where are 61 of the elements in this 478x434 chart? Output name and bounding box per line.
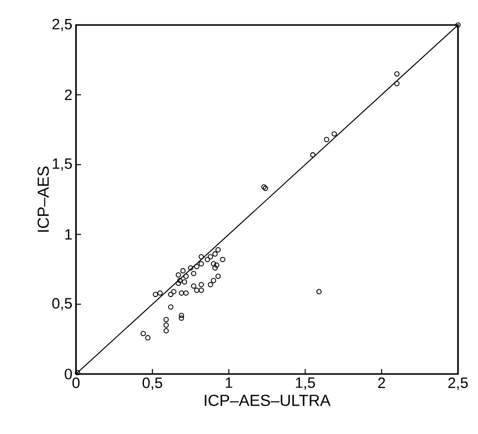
point [332,131,337,137]
x-tick-label: 2,5 [448,378,468,390]
x-tick-label: 1,5 [296,378,315,390]
y-axis-title: ICP–AES [38,166,49,232]
point [145,335,150,340]
point [157,290,163,296]
point [164,322,169,328]
point [198,254,204,260]
point [204,256,210,262]
point [324,136,330,142]
point [182,279,188,285]
point [215,247,221,252]
y-tick-label: 1 [65,229,72,240]
y-tick-label: 0,5 [52,298,72,310]
y-tick-label: 1,5 [52,158,72,171]
point [214,262,220,268]
point [198,288,204,293]
point [394,71,400,77]
point [168,292,174,298]
point [191,283,196,289]
point [178,316,184,321]
x-tick-label: 2 [378,378,386,388]
point [177,278,183,284]
point [183,274,189,279]
point [164,316,169,322]
y-tick-label: 2 [64,90,72,100]
point [188,265,194,271]
point [198,282,204,288]
point [210,261,216,266]
point [171,288,176,294]
point [191,270,196,276]
point [168,304,174,310]
point [310,152,316,158]
point [208,254,214,260]
point [176,272,182,278]
point [210,278,216,284]
point [394,80,400,86]
point [180,268,186,274]
point [176,280,182,286]
point [212,265,218,271]
point [208,282,214,288]
point [212,251,218,257]
point [220,256,226,262]
x-axis-title: ICP–AES–ULTRA [204,394,331,406]
point [178,290,184,296]
point [198,261,204,266]
point [164,328,169,334]
point [183,290,189,296]
x-tick-label: 1 [226,378,232,388]
point [316,288,322,294]
point [74,370,80,376]
point [194,264,200,270]
point [140,330,146,336]
point [215,274,221,279]
y-tick-label: 2,5 [52,18,72,32]
point [178,312,184,318]
x-tick-label: 0 [72,378,80,388]
point [194,288,200,293]
x-tick-label: 0,5 [142,378,162,390]
y-tick-label: 0 [64,368,72,380]
point [152,292,158,298]
